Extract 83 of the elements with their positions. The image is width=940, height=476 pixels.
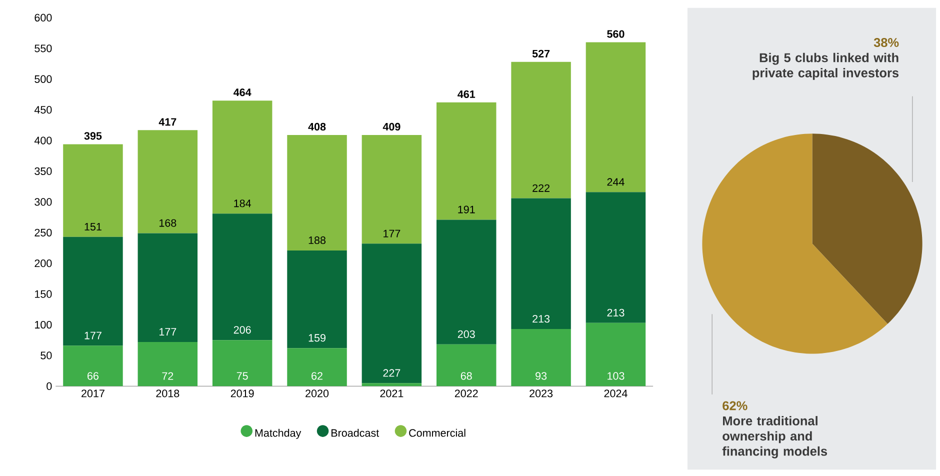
data-label: 177: [384, 230, 400, 238]
bar: [511, 62, 571, 198]
bar: [586, 42, 646, 192]
bar: [586, 323, 646, 386]
y-tick-label: 250: [34, 229, 52, 237]
data-label: 62%: [722, 401, 748, 410]
bar: [212, 340, 272, 386]
data-label: 213: [607, 309, 624, 317]
data-label: 72: [162, 372, 174, 380]
y-tick-label: 150: [35, 290, 52, 298]
bar: [212, 214, 272, 340]
y-tick-label: 350: [34, 168, 52, 176]
bar: [436, 102, 496, 220]
total-label: 417: [158, 118, 176, 126]
data-label: 168: [159, 219, 176, 228]
bar: [287, 348, 347, 386]
x-tick-label: 2020: [306, 390, 329, 398]
slice-label: Big 5 clubs linked with private capital investors: [752, 53, 899, 80]
x-tick-label: 2019: [230, 390, 254, 398]
data-label: 191: [458, 206, 475, 214]
y-tick-label: 200: [34, 260, 52, 268]
legend-label: Matchday: [255, 429, 302, 440]
bar: [362, 383, 422, 386]
data-label: 62: [312, 372, 322, 380]
data-label: 68: [460, 372, 472, 380]
total-label: 408: [308, 123, 326, 131]
data-label: 177: [159, 328, 176, 336]
total-label: 395: [84, 132, 102, 140]
bar: [212, 100, 272, 214]
y-tick-label: 300: [34, 198, 52, 206]
y-tick-label: 500: [34, 75, 52, 84]
data-label: 244: [607, 178, 624, 186]
bar: [63, 237, 123, 346]
bar: [138, 342, 198, 386]
bar: [138, 233, 198, 342]
x-tick-label: 2021: [380, 390, 404, 398]
x-tick-label: 2018: [156, 390, 180, 398]
data-label: 203: [458, 330, 475, 338]
bar: [63, 346, 123, 386]
data-label: 188: [308, 236, 326, 244]
data-label: 177: [84, 332, 102, 340]
bar: [63, 144, 123, 238]
total-label: 461: [458, 90, 476, 98]
total-label: 464: [234, 88, 252, 96]
x-tick-label: 2017: [82, 390, 104, 398]
y-tick-label: 600: [34, 14, 52, 22]
total-label: 527: [532, 50, 550, 58]
y-tick-label: 100: [35, 321, 52, 329]
bar: [287, 250, 347, 348]
bar: [287, 135, 347, 251]
y-tick-label: 400: [34, 136, 52, 145]
total-label: 409: [382, 123, 400, 131]
data-label: 151: [84, 223, 102, 231]
data-label: 75: [236, 372, 248, 380]
total-label: 560: [607, 30, 624, 38]
y-tick-label: 0: [46, 382, 52, 390]
data-label: 184: [234, 200, 251, 208]
bar: [586, 192, 646, 324]
y-tick-label: 50: [40, 352, 52, 360]
data-label: 206: [234, 326, 251, 334]
bar: [511, 198, 571, 330]
legend-label: Commercial: [409, 429, 466, 437]
x-tick-label: 2023: [530, 390, 553, 398]
data-label: 38%: [874, 38, 899, 48]
slice-label: More traditional ownership and financing models: [722, 416, 828, 459]
data-label: 66: [88, 372, 98, 380]
bar: [138, 130, 198, 234]
y-tick-label: 450: [34, 106, 52, 114]
bar: [436, 220, 496, 345]
data-label: 213: [532, 315, 550, 323]
data-label: 103: [608, 372, 624, 380]
bar: [436, 344, 496, 386]
data-label: 159: [308, 334, 326, 342]
x-tick-label: 2022: [454, 390, 478, 398]
data-label: 227: [383, 369, 400, 377]
bar: [511, 329, 571, 386]
y-tick-label: 550: [34, 44, 52, 52]
data-label: 93: [536, 372, 547, 380]
bar: [362, 135, 422, 244]
x-tick-label: 2024: [604, 390, 628, 398]
data-label: 222: [532, 184, 550, 192]
legend-label: Broadcast: [332, 429, 380, 437]
bar: [362, 244, 422, 384]
